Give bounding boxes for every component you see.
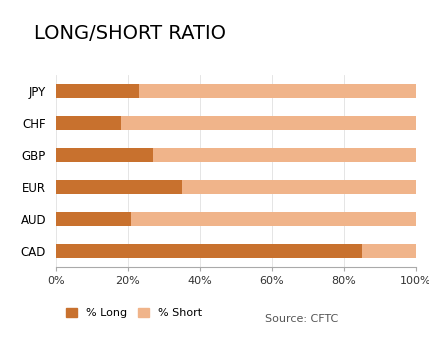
Bar (56, 84, 139, 98)
Bar (56, 212, 131, 226)
Bar (56, 180, 182, 194)
Bar (182, 180, 416, 194)
Bar (362, 244, 416, 258)
Bar (56, 116, 121, 130)
Text: LONG/SHORT RATIO: LONG/SHORT RATIO (34, 24, 227, 43)
Legend: % Long, % Short: % Long, % Short (61, 303, 207, 323)
Bar (131, 212, 416, 226)
Bar (153, 148, 416, 162)
Bar (139, 84, 416, 98)
Bar (56, 148, 153, 162)
Bar (56, 244, 362, 258)
Text: Source: CFTC: Source: CFTC (265, 314, 338, 324)
Bar (121, 116, 416, 130)
